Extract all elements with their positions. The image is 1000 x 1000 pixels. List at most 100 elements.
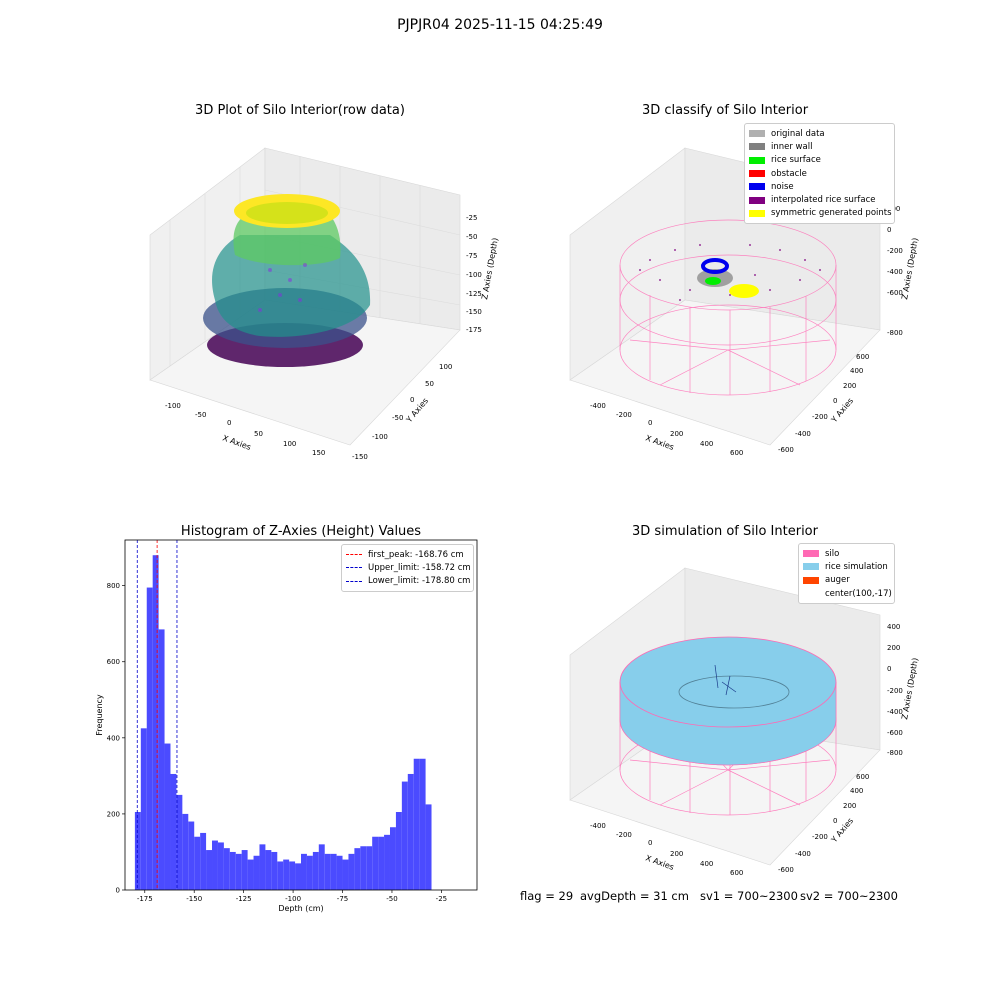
histogram-bar: [324, 853, 331, 890]
simulation-yticks: -600 -400 -200 0 200 400 600: [778, 773, 869, 874]
histogram-bar: [194, 836, 201, 890]
histogram-xlabel: Depth (cm): [278, 904, 323, 913]
raw-yticks: -150 -100 -50 0 50 100: [352, 363, 452, 461]
svg-text:600: 600: [730, 869, 743, 877]
svg-text:400: 400: [850, 787, 863, 795]
svg-text:0: 0: [887, 665, 891, 673]
histogram-bar: [265, 850, 272, 890]
svg-text:200: 200: [670, 430, 683, 438]
svg-text:0: 0: [410, 396, 414, 404]
classify-silo-wireframe: [619, 219, 837, 396]
y-tick-label: 200: [107, 810, 120, 818]
x-tick-label: -50: [386, 895, 397, 903]
figure-title: PJPJR04 2025-11-15 04:25:49: [397, 17, 603, 33]
svg-text:0: 0: [833, 397, 837, 405]
histogram-bar: [378, 836, 385, 890]
histogram-bar: [395, 812, 402, 890]
svg-text:0: 0: [887, 226, 891, 234]
svg-text:400: 400: [887, 623, 900, 631]
histogram-bar: [277, 861, 284, 890]
histogram-bar: [146, 587, 153, 890]
classify-zticks: 200 0 -200 -400 -600 -800: [887, 205, 903, 337]
histogram-bar: [407, 773, 414, 890]
x-tick-label: -100: [285, 895, 301, 903]
classify-3d-plot: 200 0 -200 -400 -600 -800 Z Axies (Depth…: [569, 147, 920, 457]
svg-text:100: 100: [439, 363, 452, 371]
svg-text:400: 400: [850, 367, 863, 375]
legend-item: rice surface: [749, 154, 890, 167]
svg-text:200: 200: [670, 850, 683, 858]
svg-text:400: 400: [700, 860, 713, 868]
histogram-bar: [164, 743, 171, 890]
histogram-bar: [152, 555, 159, 890]
svg-text:Z Axies (Depth): Z Axies (Depth): [900, 237, 920, 300]
svg-text:-400: -400: [795, 850, 811, 858]
legend-item: Upper_limit: -158.72 cm: [346, 561, 471, 574]
histogram-bar: [360, 846, 367, 890]
simulation-legend: silo rice simulation auger center(100,-1…: [798, 543, 895, 605]
histogram-bar: [312, 851, 319, 890]
legend-item: silo: [803, 547, 890, 560]
histogram-bar: [176, 794, 183, 890]
legend-item: Lower_limit: -178.80 cm: [346, 575, 470, 588]
svg-text:400: 400: [700, 440, 713, 448]
histogram-bar: [223, 848, 230, 890]
simulation-plot-title: 3D simulation of Silo Interior: [632, 524, 818, 539]
simulation-auger: [714, 664, 737, 696]
svg-text:50: 50: [254, 430, 263, 438]
raw-cloud-top-inner: [246, 202, 328, 224]
histogram-bar: [384, 834, 390, 890]
classify-interpolated-points: [639, 244, 821, 301]
y-tick-label: 800: [107, 582, 120, 590]
histogram-bar: [419, 758, 426, 890]
svg-text:Z Axies (Depth): Z Axies (Depth): [900, 657, 920, 720]
simulation-rice-depression: [678, 675, 790, 709]
svg-text:-200: -200: [812, 833, 828, 841]
classify-rice-surface: [705, 277, 721, 285]
histogram-bar: [425, 804, 432, 890]
svg-text:-800: -800: [887, 749, 903, 757]
legend-item: obstacle: [749, 167, 890, 180]
svg-text:-200: -200: [887, 247, 903, 255]
y-tick-label: 600: [107, 658, 120, 666]
histogram-bar: [289, 861, 296, 890]
svg-text:-600: -600: [887, 289, 903, 297]
histogram-legend: first_peak: -168.76 cm Upper_limit: -158…: [341, 544, 474, 592]
histogram-bar: [200, 832, 207, 890]
svg-text:600: 600: [856, 353, 869, 361]
svg-text:-150: -150: [352, 453, 368, 461]
svg-text:-100: -100: [372, 433, 388, 441]
svg-text:-200: -200: [887, 687, 903, 695]
simulation-xticks: -400 -200 0 200 400 600: [590, 822, 743, 877]
classify-legend: original data inner wall rice surface ob…: [744, 123, 895, 225]
svg-text:0: 0: [227, 419, 231, 427]
svg-text:600: 600: [730, 449, 743, 457]
simulation-rice-surface: [619, 636, 837, 728]
legend-item: first_peak: -168.76 cm: [346, 548, 469, 561]
svg-text:-200: -200: [616, 411, 632, 419]
histogram-bar: [413, 758, 420, 890]
histogram-bar: [253, 855, 260, 890]
svg-text:0: 0: [648, 419, 652, 427]
svg-text:-100: -100: [466, 271, 482, 279]
svg-text:-50: -50: [392, 414, 403, 422]
svg-text:100: 100: [283, 440, 296, 448]
histogram-bar: [295, 863, 301, 890]
histogram-bar: [354, 848, 361, 890]
histogram-bar: [229, 851, 236, 890]
svg-text:-200: -200: [812, 413, 828, 421]
svg-text:-600: -600: [778, 866, 794, 874]
svg-text:0: 0: [648, 839, 652, 847]
svg-text:-800: -800: [887, 329, 903, 337]
raw-plot-title: 3D Plot of Silo Interior(row data): [195, 103, 405, 118]
histogram-bar: [330, 853, 337, 890]
svg-text:-25: -25: [466, 214, 477, 222]
x-tick-label: -175: [137, 895, 153, 903]
svg-text:-600: -600: [887, 729, 903, 737]
histogram-bar: [259, 844, 266, 890]
status-flag: flag = 29: [520, 889, 574, 903]
y-tick-label: 0: [116, 887, 120, 895]
classify-yticks: -600 -400 -200 0 200 400 600: [778, 353, 869, 454]
histogram-bar: [206, 850, 213, 890]
svg-text:-600: -600: [778, 446, 794, 454]
